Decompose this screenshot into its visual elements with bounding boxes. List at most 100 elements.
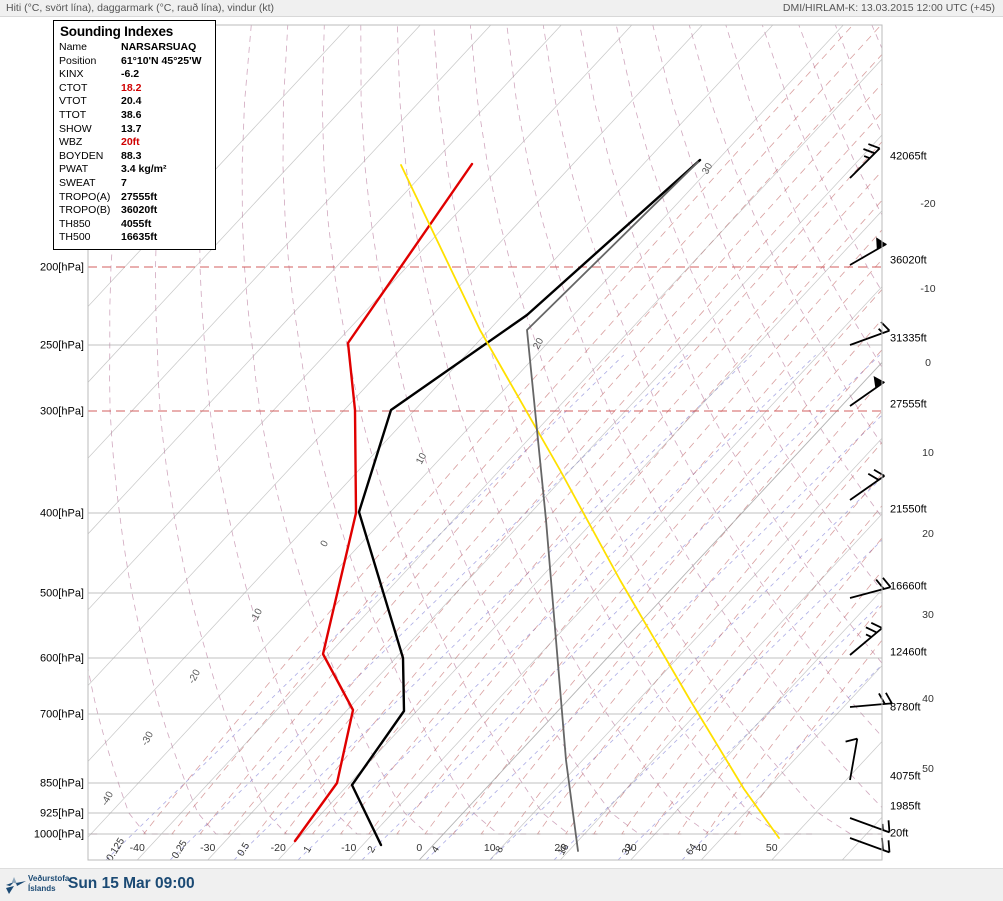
moist-adiabat-line bbox=[678, 25, 1003, 834]
isotherm-inner-label: -20 bbox=[187, 667, 204, 685]
mixing-ratio-line bbox=[618, 355, 1003, 860]
header-right-model-info: DMI/HIRLAM-K: 13.03.2015 12:00 UTC (+45) bbox=[783, 2, 995, 14]
mixing-ratio-line bbox=[362, 355, 880, 860]
sounding-index-key: SWEAT bbox=[59, 177, 121, 191]
sounding-index-value: 20.4 bbox=[121, 95, 211, 109]
mixing-ratio-line bbox=[170, 355, 688, 860]
moist-adiabat-line bbox=[228, 25, 936, 834]
sounding-index-value: 16635ft bbox=[121, 231, 211, 245]
sounding-index-key: BOYDEN bbox=[59, 150, 121, 164]
temperature-axis-tick: 50 bbox=[766, 842, 778, 854]
pressure-axis-label: 200[hPa] bbox=[40, 262, 84, 274]
moist-adiabat-line bbox=[172, 25, 881, 834]
temperature-axis-tick: -20 bbox=[271, 842, 286, 854]
wind-barb-pennant bbox=[871, 234, 886, 249]
isotherm-right-label: 10 bbox=[922, 447, 934, 459]
sounding-trace-parcel-gray bbox=[527, 162, 698, 851]
sounding-index-key: PWAT bbox=[59, 163, 121, 177]
isotherm-inner-label: -40 bbox=[100, 789, 117, 807]
isotherm-inner-label: 0 bbox=[319, 538, 332, 548]
header-bar: Hiti (°C, svört lína), daggarmark (°C, r… bbox=[0, 0, 1003, 17]
moist-adiabat-line bbox=[509, 25, 1003, 834]
logo-line-1: Veðurstofa bbox=[28, 874, 69, 884]
isotherm-right-label: 40 bbox=[922, 693, 934, 705]
altitude-axis-label: 4075ft bbox=[890, 771, 921, 783]
temperature-axis-tick: 0 bbox=[416, 842, 422, 854]
sounding-index-value: 18.2 bbox=[121, 82, 211, 96]
moist-adiabat-line bbox=[284, 25, 988, 834]
isotherm-inner-label: 10 bbox=[414, 451, 429, 466]
wind-barb-full bbox=[846, 737, 858, 744]
sounding-index-value: 61°10'N 45°25'W bbox=[121, 55, 211, 69]
pressure-axis-label: 1000[hPa] bbox=[34, 829, 84, 841]
mixing-ratio-tick-label: 2 bbox=[366, 844, 379, 855]
isotherm-right-label: 30 bbox=[922, 609, 934, 621]
sounding-index-key: Position bbox=[59, 55, 121, 69]
altitude-axis-label: 16660ft bbox=[890, 581, 927, 593]
isotherm-inner-label: -30 bbox=[140, 729, 157, 747]
wind-barb bbox=[844, 373, 885, 406]
altitude-axis-label: 31335ft bbox=[890, 333, 927, 345]
sounding-index-value: 27555ft bbox=[121, 191, 211, 205]
sounding-index-value: 4055ft bbox=[121, 218, 211, 232]
wind-barb-shaft bbox=[850, 148, 880, 178]
wind-barb-shaft bbox=[850, 628, 882, 655]
sounding-index-value: NARSARSUAQ bbox=[121, 41, 211, 55]
sounding-indexes-title: Sounding Indexes bbox=[60, 24, 211, 39]
footer-date-label: Sun 15 Mar 09:00 bbox=[68, 875, 195, 893]
sounding-index-value: 7 bbox=[121, 177, 211, 191]
sounding-index-value: 88.3 bbox=[121, 150, 211, 164]
isotherm-right-label: 20 bbox=[922, 528, 934, 540]
pressure-axis-label: 300[hPa] bbox=[40, 406, 84, 418]
isotherm-inner-label: 30 bbox=[700, 161, 715, 176]
mixing-ratio-line bbox=[234, 355, 752, 860]
isotherm-right-label: -10 bbox=[920, 283, 935, 295]
altitude-axis-label: 12460ft bbox=[890, 647, 927, 659]
sounding-index-key: TROPO(A) bbox=[59, 191, 121, 205]
sounding-index-value: 13.7 bbox=[121, 123, 211, 137]
sounding-index-key: TH500 bbox=[59, 231, 121, 245]
wind-barb-shaft bbox=[850, 331, 889, 345]
wind-barb bbox=[846, 320, 889, 345]
dry-adiabat-line bbox=[0, 25, 32, 834]
altitude-axis-label: 36020ft bbox=[890, 255, 927, 267]
sounding-index-key: TTOT bbox=[59, 109, 121, 123]
dry-adiabat-line bbox=[580, 25, 1003, 834]
dry-adiabat-line bbox=[945, 25, 1003, 834]
wind-barb-full bbox=[886, 692, 892, 703]
temperature-axis-tick: -10 bbox=[341, 842, 356, 854]
pressure-axis-label: 600[hPa] bbox=[40, 653, 84, 665]
wind-barb bbox=[845, 234, 887, 265]
mixing-ratio-tick-label: 0.125 bbox=[105, 836, 128, 863]
dry-adiabat-line bbox=[361, 25, 669, 834]
sounding-index-key: WBZ bbox=[59, 136, 121, 150]
sounding-index-value: 38.6 bbox=[121, 109, 211, 123]
altitude-axis-label: 21550ft bbox=[890, 504, 927, 516]
sounding-index-row: TROPO(B)36020ft bbox=[59, 204, 211, 218]
isotherm-right-label: 0 bbox=[925, 357, 931, 369]
mixing-ratio-tick-label: 4 bbox=[430, 844, 443, 855]
vedurstofa-logo-text: Veðurstofa Íslands bbox=[28, 874, 69, 893]
altitude-axis-label: 8780ft bbox=[890, 702, 921, 714]
moist-adiabat-line bbox=[200, 25, 909, 834]
temperature-axis-tick: -30 bbox=[200, 842, 215, 854]
sounding-index-key: TH850 bbox=[59, 218, 121, 232]
mixing-ratio-tick-label: 0.5 bbox=[236, 840, 253, 858]
isotherm-line bbox=[560, 25, 1003, 860]
pressure-axis-label: 925[hPa] bbox=[40, 808, 84, 820]
dry-adiabat-line bbox=[543, 25, 1003, 834]
wind-barb-shaft bbox=[850, 739, 857, 780]
sounding-index-key: TROPO(B) bbox=[59, 204, 121, 218]
